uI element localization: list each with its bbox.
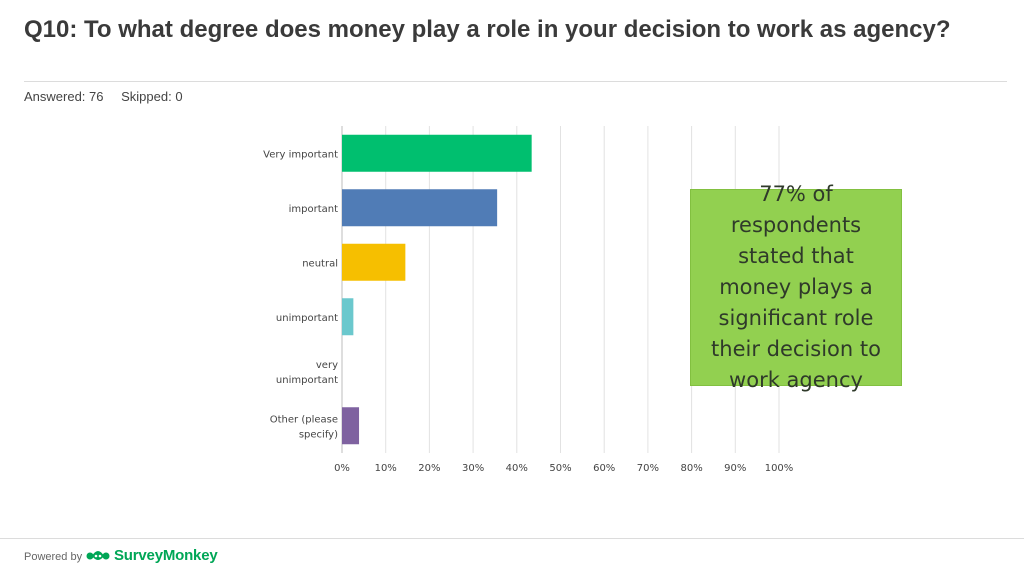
callout-box: 77% of respondents stated that money pla… [690,182,902,392]
category-label: Other (please [270,414,338,425]
surveymonkey-logo: SurveyMonkey [86,546,218,564]
x-tick-label: 60% [593,463,615,474]
skipped-count: Skipped: 0 [121,89,183,104]
x-tick-label: 50% [549,463,571,474]
bar [342,243,406,281]
category-label: unimportant [276,313,338,324]
category-label: very [316,360,338,371]
category-label: unimportant [276,375,338,386]
x-tick-label: 70% [637,463,659,474]
answered-count: Answered: 76 [24,89,104,104]
brand-name: SurveyMonkey [114,546,218,564]
x-tick-label: 90% [724,463,746,474]
category-label: specify) [299,429,338,440]
x-tick-label: 80% [680,463,702,474]
surveymonkey-icon [86,551,110,560]
question-title: Q10: To what degree does money play a ro… [24,16,951,43]
powered-by-label: Powered by [24,551,83,563]
title-divider [24,81,1007,82]
footer-divider [0,538,1024,539]
bar [342,407,360,445]
x-tick-label: 20% [418,463,440,474]
category-label: Very important [263,149,338,160]
category-label: important [289,204,338,215]
x-tick-label: 100% [765,463,794,474]
bar [342,189,498,227]
bar [342,134,532,172]
callout-text: 77% of respondents stated that money pla… [711,182,881,392]
category-label: neutral [302,258,338,269]
x-tick-label: 40% [506,463,528,474]
x-tick-label: 0% [334,463,350,474]
x-tick-label: 10% [375,463,397,474]
bar [342,298,354,336]
response-stats: Answered: 76 Skipped: 0 [24,89,197,104]
x-tick-label: 30% [462,463,484,474]
